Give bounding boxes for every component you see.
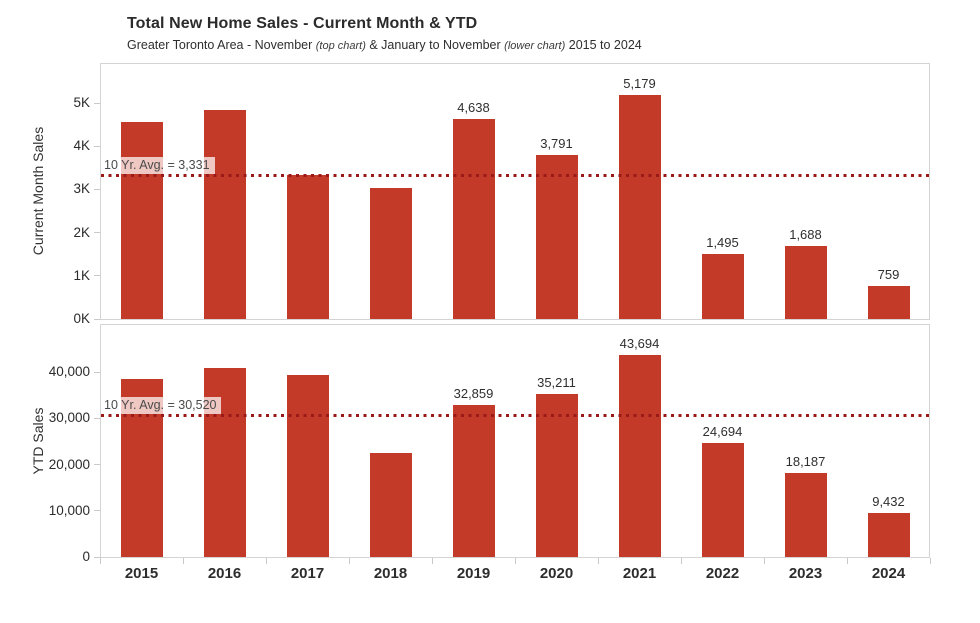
chart-title: Total New Home Sales - Current Month & Y… xyxy=(127,15,478,32)
x-axis-tick xyxy=(432,558,433,564)
ytd-sales-y-tick xyxy=(94,371,100,373)
chart-header: Total New Home Sales - Current Month & Y… xyxy=(127,14,887,54)
ytd-sales-ref-label: 10 Yr. Avg. = 30,520 xyxy=(102,397,222,415)
x-axis-tick xyxy=(515,558,516,564)
ytd-sales-bar-2023[interactable] xyxy=(784,472,827,557)
x-axis-label-2017: 2017 xyxy=(290,565,325,582)
current-month-sales-ref-line xyxy=(101,173,929,177)
current-month-sales-bar-2024[interactable] xyxy=(867,286,910,319)
current-month-sales-bar-2015[interactable] xyxy=(120,122,163,319)
subtitle-top-chart-note: (top chart) xyxy=(315,40,366,52)
x-axis-tick xyxy=(764,558,765,564)
subtitle-lower-chart-note: (lower chart) xyxy=(504,40,566,52)
x-axis-tick xyxy=(349,558,350,564)
x-axis-tick xyxy=(930,558,931,564)
ytd-sales-y-tick-label: 30,000 xyxy=(48,410,90,426)
x-axis-tick xyxy=(847,558,848,564)
current-month-sales-y-tick-label: 1K xyxy=(73,267,90,283)
ytd-sales-value-label-2023: 18,187 xyxy=(785,453,826,469)
ytd-sales-y-tick-label: 0 xyxy=(82,549,90,564)
x-axis-label-2024: 2024 xyxy=(871,565,906,582)
current-month-sales-bar-2018[interactable] xyxy=(369,188,412,319)
x-axis-label-2021: 2021 xyxy=(622,565,657,582)
ytd-sales-bar-2021[interactable] xyxy=(618,354,661,557)
x-axis-label-2018: 2018 xyxy=(373,565,408,582)
current-month-sales-y-tick xyxy=(94,102,100,104)
ytd-sales-bar-2019[interactable] xyxy=(452,405,495,557)
current-month-sales-y-tick xyxy=(94,145,100,147)
current-month-sales-y-tick-label: 3K xyxy=(73,181,90,197)
x-axis-tick xyxy=(100,558,101,564)
ytd-sales-bar-2018[interactable] xyxy=(369,452,412,557)
current-month-sales-ref-label: 10 Yr. Avg. = 3,331 xyxy=(102,156,215,174)
ytd-sales-y-tick-label: 40,000 xyxy=(48,364,90,379)
current-month-sales-value-label-2024: 759 xyxy=(877,267,900,283)
current-month-sales-bar-2017[interactable] xyxy=(286,175,329,319)
current-month-sales-y-tick-label: 4K xyxy=(73,138,90,154)
x-axis-tick xyxy=(266,558,267,564)
ytd-sales-y-tick-label: 20,000 xyxy=(48,456,90,472)
subtitle-text: 2015 to 2024 xyxy=(565,38,642,52)
ytd-sales-bar-2024[interactable] xyxy=(867,513,910,557)
current-month-sales-y-tick-label: 2K xyxy=(73,224,90,240)
subtitle-text: & January to November xyxy=(365,38,505,52)
ytd-sales-value-label-2020: 35,211 xyxy=(537,375,576,391)
x-axis-label-2019: 2019 xyxy=(456,565,491,582)
current-month-sales-y-tick xyxy=(94,232,100,234)
current-month-sales-bar-2023[interactable] xyxy=(784,246,827,319)
x-axis-label-2015: 2015 xyxy=(124,565,159,582)
ytd-sales-value-label-2022: 24,694 xyxy=(702,423,743,439)
ytd-sales-bar-2022[interactable] xyxy=(701,442,744,557)
x-axis-tick xyxy=(183,558,184,564)
current-month-sales-value-label-2019: 4,638 xyxy=(457,99,490,115)
current-month-sales-bar-2016[interactable] xyxy=(203,109,246,319)
subtitle-text: Greater Toronto Area - November xyxy=(127,38,316,52)
ytd-sales-y-tick xyxy=(94,556,100,558)
x-axis-label-2022: 2022 xyxy=(705,565,740,582)
x-axis-tick xyxy=(598,558,599,564)
x-axis-label-2023: 2023 xyxy=(788,565,823,582)
ytd-sales-y-tick xyxy=(94,464,100,465)
current-month-sales-bar-2020[interactable] xyxy=(535,155,578,319)
ytd-sales-y-tick xyxy=(94,510,100,512)
current-month-sales-bar-2022[interactable] xyxy=(701,254,744,319)
current-month-sales-bar-2021[interactable] xyxy=(618,95,661,319)
ytd-sales-bar-2017[interactable] xyxy=(286,375,329,557)
ytd-sales-value-label-2019: 32,859 xyxy=(453,386,494,402)
current-month-sales-y-tick xyxy=(94,275,100,277)
current-month-sales-y-tick xyxy=(94,188,100,190)
current-month-sales-value-label-2020: 3,791 xyxy=(540,136,573,152)
ytd-sales-bar-2020[interactable] xyxy=(535,394,578,557)
chart-subtitle: Greater Toronto Area - November (top cha… xyxy=(127,37,887,54)
x-axis-tick xyxy=(681,558,682,564)
ytd-sales-y-tick-label: 10,000 xyxy=(48,502,90,518)
ytd-sales-y-tick xyxy=(94,417,100,419)
current-month-sales-value-label-2021: 5,179 xyxy=(623,76,656,92)
current-month-sales-value-label-2023: 1,688 xyxy=(789,227,822,243)
current-month-sales-y-tick-label: 5K xyxy=(73,95,90,110)
ytd-sales-value-label-2021: 43,694 xyxy=(619,335,660,351)
ytd-sales-value-label-2024: 9,432 xyxy=(872,494,905,510)
current-month-sales-value-label-2022: 1,495 xyxy=(706,235,739,251)
x-axis-label-2020: 2020 xyxy=(539,565,574,582)
ytd-sales-ref-line xyxy=(101,414,929,418)
current-month-sales-y-tick-label: 0K xyxy=(73,311,90,326)
x-axis-label-2016: 2016 xyxy=(207,565,242,582)
current-month-sales-bar-2019[interactable] xyxy=(452,118,495,319)
current-month-sales-y-tick xyxy=(94,318,100,320)
